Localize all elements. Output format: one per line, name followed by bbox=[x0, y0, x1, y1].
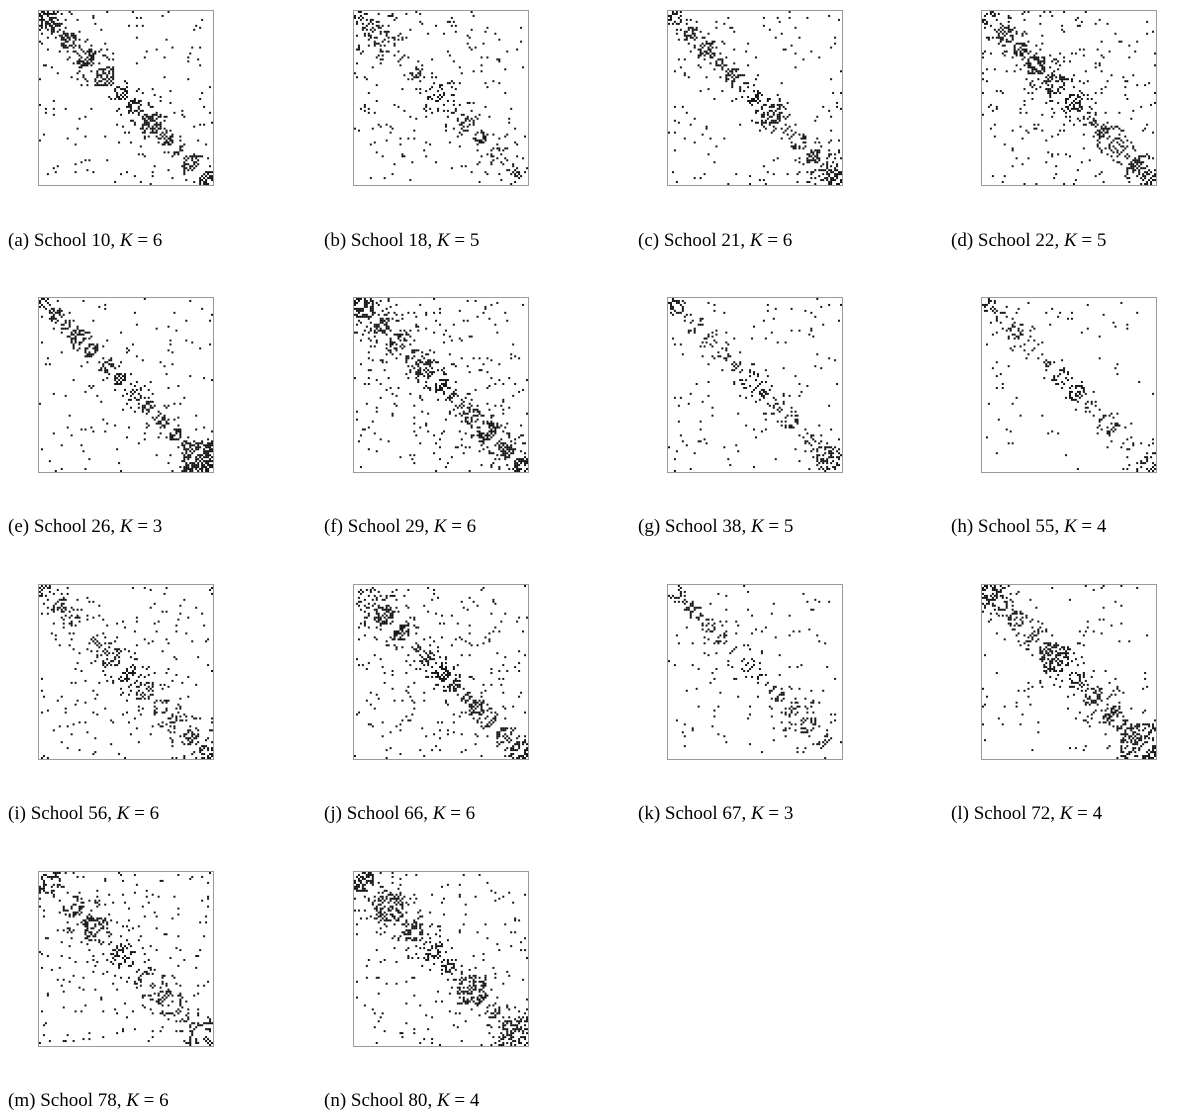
adjacency-pattern bbox=[354, 11, 528, 185]
caption-school: School 26 bbox=[33, 516, 111, 537]
caption-school: School 22 bbox=[977, 230, 1055, 251]
adjacency-pattern bbox=[354, 872, 528, 1046]
caption-school: School 66 bbox=[346, 803, 424, 824]
caption-school: School 38 bbox=[664, 516, 742, 537]
adjacency-matrix-plot bbox=[981, 10, 1157, 186]
caption-label: (j) bbox=[324, 803, 342, 824]
adjacency-pattern bbox=[668, 11, 842, 185]
caption-label: (m) bbox=[8, 1090, 36, 1111]
subfigure-caption: (l) School 72, K = 4 bbox=[951, 803, 1103, 824]
caption-label: (l) bbox=[951, 803, 969, 824]
caption-k-value: = 6 bbox=[767, 230, 793, 251]
adjacency-matrix-plot bbox=[38, 584, 214, 760]
caption-label: (n) bbox=[324, 1090, 347, 1111]
caption-label: (k) bbox=[638, 803, 661, 824]
subfigure-caption: (b) School 18, K = 5 bbox=[324, 230, 480, 251]
adjacency-matrix-plot bbox=[981, 297, 1157, 473]
subfigure-caption: (i) School 56, K = 6 bbox=[8, 803, 160, 824]
caption-label: (c) bbox=[638, 230, 660, 251]
adjacency-matrix-plot bbox=[667, 10, 843, 186]
caption-k-symbol: K bbox=[433, 516, 447, 537]
adjacency-matrix-plot bbox=[353, 871, 529, 1047]
caption-school: School 56 bbox=[30, 803, 108, 824]
subfigure-caption: (f) School 29, K = 6 bbox=[324, 516, 477, 537]
caption-k-symbol: K bbox=[119, 230, 133, 251]
caption-k-value: = 4 bbox=[1081, 516, 1107, 537]
adjacency-matrix-plot bbox=[353, 584, 529, 760]
caption-k-value: = 6 bbox=[143, 1090, 169, 1111]
caption-label: (e) bbox=[8, 516, 30, 537]
caption-label: (h) bbox=[951, 516, 974, 537]
caption-school: School 10 bbox=[33, 230, 111, 251]
caption-k-symbol: K bbox=[749, 230, 763, 251]
adjacency-matrix-plot bbox=[353, 10, 529, 186]
subfigure-caption: (a) School 10, K = 6 bbox=[8, 230, 163, 251]
adjacency-pattern bbox=[39, 11, 213, 185]
caption-k-value: = 3 bbox=[768, 803, 794, 824]
caption-label: (f) bbox=[324, 516, 343, 537]
subfigure-caption: (n) School 80, K = 4 bbox=[324, 1090, 480, 1111]
subfigure-caption: (g) School 38, K = 5 bbox=[638, 516, 794, 537]
adjacency-pattern bbox=[668, 585, 842, 759]
adjacency-pattern bbox=[354, 298, 528, 472]
caption-label: (b) bbox=[324, 230, 347, 251]
caption-k-symbol: K bbox=[750, 803, 764, 824]
caption-k-value: = 6 bbox=[134, 803, 160, 824]
caption-k-value: = 6 bbox=[451, 516, 477, 537]
caption-school: School 55 bbox=[977, 516, 1055, 537]
caption-k-value: = 5 bbox=[454, 230, 480, 251]
caption-school: School 21 bbox=[663, 230, 741, 251]
subfigure-caption: (c) School 21, K = 6 bbox=[638, 230, 793, 251]
caption-school: School 18 bbox=[350, 230, 428, 251]
adjacency-pattern bbox=[39, 298, 213, 472]
caption-school: School 29 bbox=[347, 516, 425, 537]
subfigure-caption: (j) School 66, K = 6 bbox=[324, 803, 476, 824]
caption-k-value: = 6 bbox=[450, 803, 476, 824]
adjacency-matrix-plot bbox=[667, 297, 843, 473]
caption-school: School 80 bbox=[350, 1090, 428, 1111]
caption-k-symbol: K bbox=[436, 1090, 450, 1111]
caption-school: School 72 bbox=[973, 803, 1051, 824]
adjacency-matrix-plot bbox=[981, 584, 1157, 760]
caption-k-value: = 5 bbox=[768, 516, 794, 537]
caption-k-symbol: K bbox=[116, 803, 130, 824]
caption-k-symbol: K bbox=[1063, 516, 1077, 537]
caption-k-symbol: K bbox=[432, 803, 446, 824]
caption-school: School 78 bbox=[40, 1090, 117, 1111]
caption-label: (g) bbox=[638, 516, 661, 537]
caption-k-value: = 4 bbox=[1077, 803, 1103, 824]
subfigure-caption: (e) School 26, K = 3 bbox=[8, 516, 163, 537]
adjacency-pattern bbox=[354, 585, 528, 759]
adjacency-pattern bbox=[982, 298, 1156, 472]
caption-k-value: = 3 bbox=[137, 516, 163, 537]
adjacency-matrix-plot bbox=[667, 584, 843, 760]
caption-k-symbol: K bbox=[1063, 230, 1077, 251]
adjacency-matrix-plot bbox=[38, 10, 214, 186]
subfigure-caption: (k) School 67, K = 3 bbox=[638, 803, 794, 824]
caption-k-value: = 4 bbox=[454, 1090, 480, 1111]
adjacency-matrix-plot bbox=[353, 297, 529, 473]
adjacency-pattern bbox=[39, 585, 213, 759]
adjacency-matrix-plot bbox=[38, 297, 214, 473]
adjacency-pattern bbox=[668, 298, 842, 472]
adjacency-pattern bbox=[982, 11, 1156, 185]
caption-school: School 67 bbox=[664, 803, 742, 824]
adjacency-pattern bbox=[982, 585, 1156, 759]
caption-k-symbol: K bbox=[436, 230, 450, 251]
subfigure-caption: (m) School 78, K = 6 bbox=[8, 1090, 169, 1111]
caption-k-symbol: K bbox=[750, 516, 764, 537]
caption-label: (a) bbox=[8, 230, 30, 251]
caption-label: (i) bbox=[8, 803, 26, 824]
caption-k-symbol: K bbox=[126, 1090, 139, 1111]
adjacency-pattern bbox=[39, 872, 213, 1046]
caption-k-value: = 6 bbox=[137, 230, 163, 251]
subfigure-caption: (d) School 22, K = 5 bbox=[951, 230, 1107, 251]
caption-k-value: = 5 bbox=[1081, 230, 1107, 251]
subfigure-caption: (h) School 55, K = 4 bbox=[951, 516, 1107, 537]
caption-k-symbol: K bbox=[119, 516, 133, 537]
caption-k-symbol: K bbox=[1059, 803, 1073, 824]
adjacency-matrix-plot bbox=[38, 871, 214, 1047]
caption-label: (d) bbox=[951, 230, 974, 251]
